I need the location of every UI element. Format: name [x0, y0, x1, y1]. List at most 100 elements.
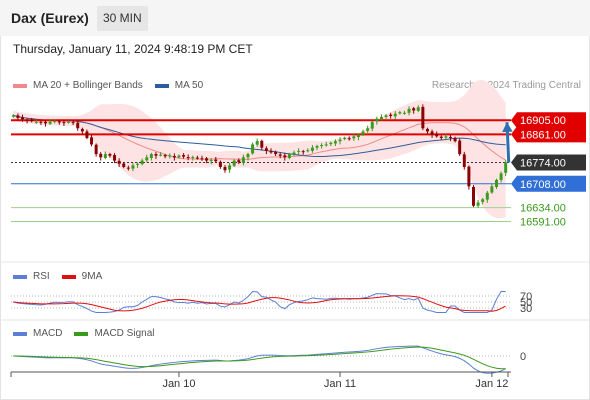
x-tick-label-jan-12: Jan 12 [475, 378, 508, 390]
macd-signal-line [13, 346, 506, 370]
candle-body [375, 118, 379, 122]
candle-body [499, 173, 503, 180]
level-label-16861.00: 16861.00 [520, 129, 566, 141]
main-legend: MA 20 + Bollinger Bands MA 50 [13, 80, 215, 91]
candle-body [292, 152, 296, 155]
research-credit: Research © 2024 Trading Central [431, 80, 581, 91]
level-label-16634.00: 16634.00 [520, 203, 566, 215]
candle-body [241, 157, 245, 163]
candle-body [62, 122, 66, 124]
candle-body [448, 136, 452, 138]
instrument-title: Dax (Eurex) [11, 10, 89, 26]
candle-body [39, 121, 43, 123]
candle-body [435, 134, 439, 137]
legend-9ma-swatch [61, 274, 76, 279]
candle-body [504, 162, 508, 173]
legend-ma20: MA 20 + Bollinger Bands [13, 80, 143, 91]
candle-body [402, 112, 406, 114]
candle-body [57, 121, 61, 123]
rsi-legend: RSI 9MA [13, 271, 114, 282]
legend-rsi-label: RSI [33, 271, 50, 282]
candle-body [278, 154, 282, 156]
candle-body [67, 121, 71, 123]
candle-body [99, 153, 103, 158]
legend-ma20-swatch [13, 83, 27, 88]
level-tag-16774.00 [511, 154, 586, 171]
candle-body [154, 154, 158, 156]
rsi-9ma-line [13, 295, 506, 312]
candle-body [347, 138, 351, 140]
legend-macd-swatch [13, 331, 27, 336]
ma50-line [13, 114, 506, 158]
candle-body [205, 158, 209, 161]
rsi-level-label: 50 [520, 297, 532, 309]
candle-body [352, 136, 356, 139]
candle-body [209, 159, 213, 161]
candle-body [48, 121, 52, 124]
candle-body [430, 131, 434, 135]
candle-body [90, 137, 94, 145]
candle-body [94, 144, 98, 155]
candle-body [145, 157, 149, 161]
candle-body [85, 131, 89, 138]
level-tag-16861.00 [511, 126, 586, 143]
candle-body [126, 167, 130, 169]
candle-body [80, 128, 84, 132]
legend-macd: MACD [13, 328, 62, 339]
candle-body [136, 163, 140, 165]
level-label-16708.00: 16708.00 [520, 179, 566, 191]
candle-body [34, 121, 38, 123]
candle-body [177, 155, 181, 158]
level-tag-16708.00 [511, 175, 586, 192]
timeframe-button[interactable]: 30 MIN [97, 6, 148, 31]
candle-body [407, 108, 411, 113]
candle-body [172, 156, 176, 158]
legend-9ma: 9MA [61, 271, 102, 282]
rsi-level-label: 30 [520, 303, 532, 315]
candle-body [264, 148, 268, 151]
candle-body [297, 150, 301, 152]
candle-body [214, 159, 218, 162]
candle-body [425, 128, 429, 132]
candle-body [140, 160, 144, 165]
candle-body [389, 114, 393, 117]
level-label-16591.00: 16591.00 [520, 217, 566, 229]
candle-body [182, 155, 186, 157]
candle-body [283, 155, 287, 158]
candle-body [453, 137, 457, 142]
candle-body [251, 144, 255, 154]
candle-body [274, 151, 278, 155]
candle-body [481, 199, 485, 202]
candle-body [163, 155, 167, 157]
candle-body [462, 154, 466, 167]
candle-body [384, 115, 388, 117]
candle-body [149, 154, 153, 158]
level-label-16905.00: 16905.00 [520, 115, 566, 127]
candle-body [370, 121, 374, 129]
candle-body [338, 139, 342, 142]
candle-body [366, 128, 370, 131]
candle-body [444, 136, 448, 138]
candle-body [131, 165, 135, 169]
candle-body [421, 106, 425, 129]
candle-body [218, 161, 222, 167]
header-bar: Dax (Eurex) 30 MIN [0, 0, 590, 36]
level-label-16774.00: 16774.00 [520, 157, 566, 169]
candle-body [315, 146, 319, 148]
candle-body [71, 122, 75, 124]
candle-body [200, 158, 204, 160]
candle-body [356, 134, 360, 137]
candle-body [379, 116, 383, 120]
legend-rsi: RSI [13, 271, 50, 282]
candle-body [113, 155, 117, 161]
candle-body [195, 157, 199, 159]
candle-body [471, 187, 475, 206]
candle-body [223, 167, 227, 171]
candle-body [108, 154, 112, 156]
candle-body [44, 121, 48, 124]
candle-body [159, 154, 163, 156]
candle-body [228, 165, 232, 170]
candle-body [76, 122, 80, 129]
candle-body [232, 160, 236, 166]
